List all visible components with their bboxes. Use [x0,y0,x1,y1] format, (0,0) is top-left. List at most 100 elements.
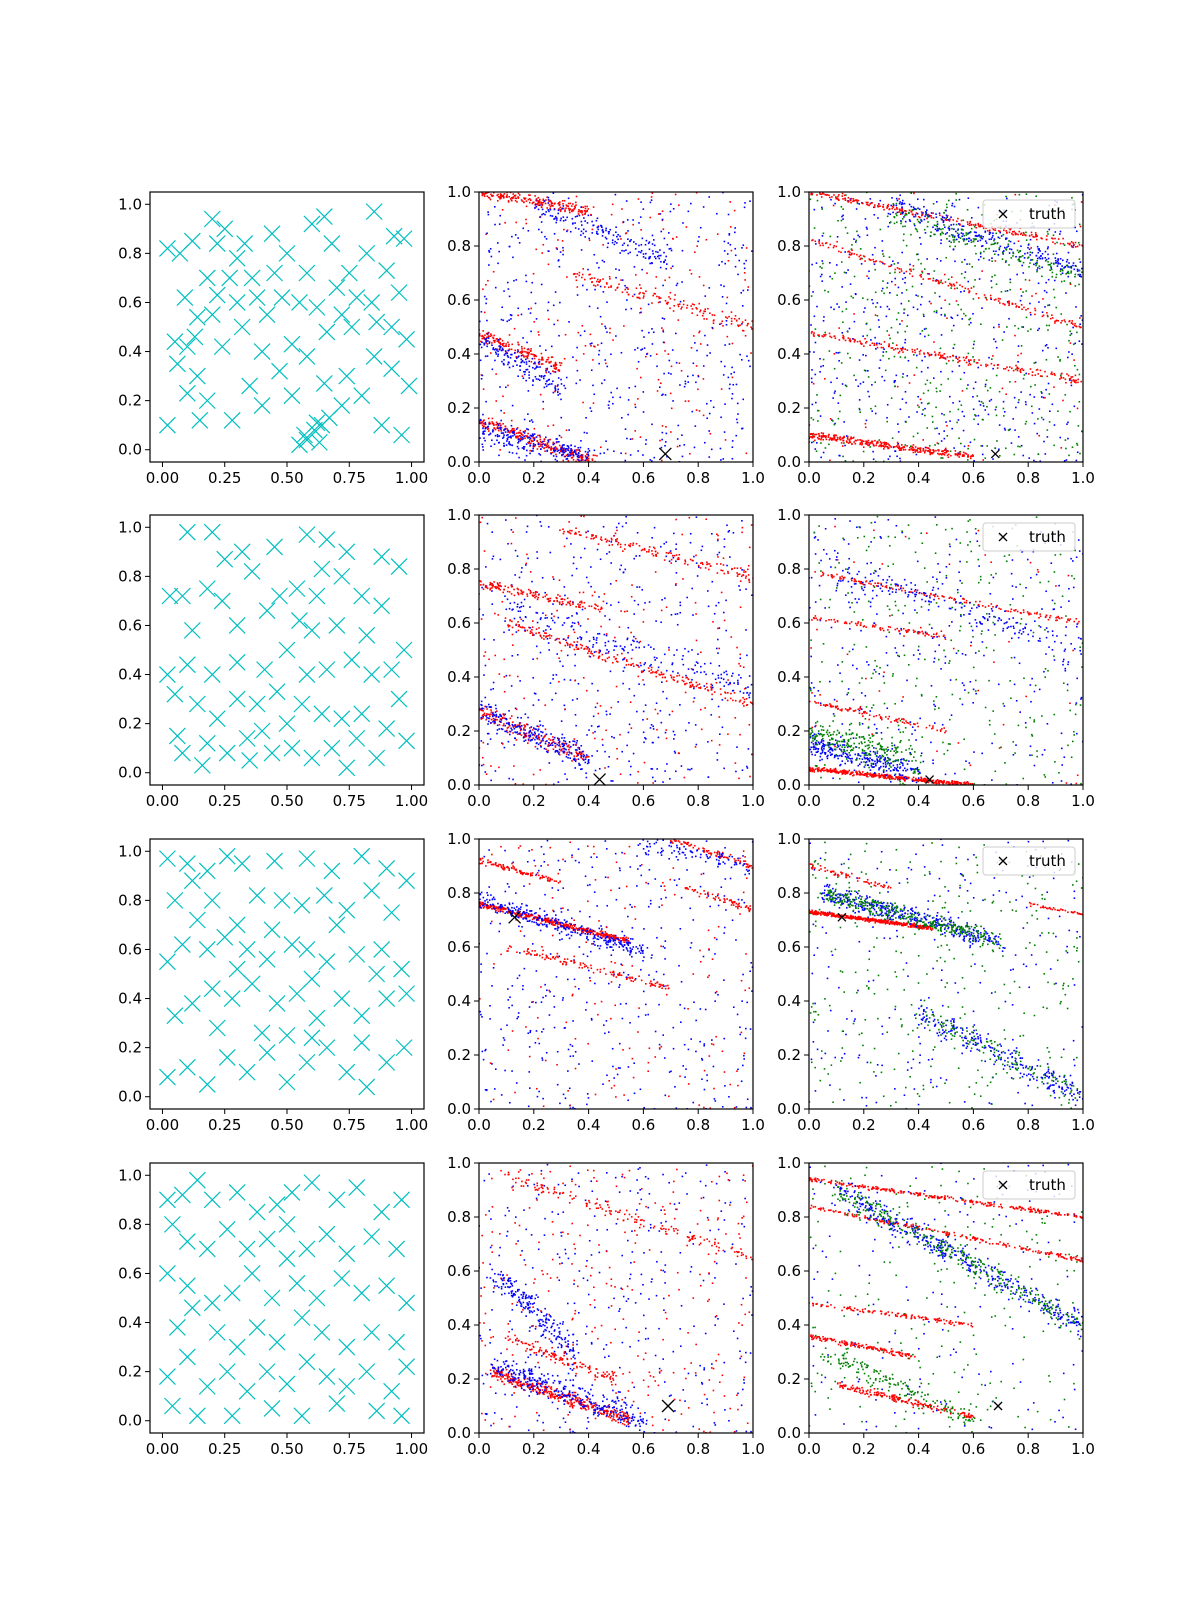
data-point [896,455,898,458]
data-point [839,410,841,413]
data-point [699,226,702,229]
legend-marker [998,209,1008,219]
data-point [900,203,903,206]
data-point [817,420,819,422]
data-point [620,564,623,567]
data-point [810,377,813,380]
data-point [499,345,502,348]
data-point [566,537,568,540]
data-point [1021,255,1024,257]
x-tick-label: 0.75 [333,792,366,810]
data-point [977,240,979,242]
data-point [535,365,538,368]
data-point [1066,323,1068,326]
data-point [986,389,989,392]
data-point [553,367,556,370]
data-point [734,227,736,229]
data-point [1042,314,1045,317]
data-point [870,407,872,410]
data-point [1065,260,1068,263]
data-point [1070,270,1073,273]
data-point [679,601,682,604]
data-point [506,429,509,431]
data-point [541,363,544,365]
data-point [592,402,595,404]
data-point [604,615,606,617]
data-point [517,435,520,438]
data-point-x [236,235,254,252]
data-point [1077,378,1079,381]
data-point [494,359,496,362]
data-point [482,388,485,390]
data-point [901,251,904,254]
data-point [810,295,813,297]
data-point [1074,273,1077,276]
data-point [547,202,550,204]
data-point [1063,460,1066,462]
data-point [746,765,748,768]
data-point-x [296,426,313,444]
data-point [1081,430,1083,433]
data-point [1037,282,1040,285]
data-point [905,213,908,216]
data-point [740,292,743,294]
data-point [676,649,678,651]
data-point [509,733,511,736]
data-point [686,307,688,309]
data-point [882,253,884,255]
data-point [945,203,948,206]
data-point [633,241,635,243]
data-point [543,377,545,380]
data-point [912,448,915,451]
data-point [503,442,505,445]
data-point [526,435,529,438]
data-point [852,436,855,439]
data-point [648,331,650,334]
data-point [593,345,595,348]
data-point [958,437,960,440]
data-point [512,429,515,432]
data-point [547,301,550,304]
data-point [922,198,925,201]
data-point [641,329,643,332]
data-point [823,333,825,336]
data-point [980,323,982,326]
data-point [1005,249,1008,251]
x-tick-label: 0.0 [797,469,821,487]
data-point [549,205,552,208]
data-point [555,453,557,456]
data-point [918,350,921,353]
data-point [930,231,932,234]
data-point [814,341,817,344]
data-point [523,356,525,358]
data-point [903,216,905,218]
data-point [1028,457,1031,459]
data-point [855,208,858,210]
data-point [627,293,630,296]
data-point [532,677,534,679]
data-point [650,768,653,770]
data-point [530,440,533,443]
data-point [1059,374,1062,377]
data-point [1008,304,1010,307]
data-point [726,524,728,527]
data-point [582,268,585,270]
data-point [572,453,575,455]
data-point [820,456,822,459]
data-point [503,359,505,361]
data-point [568,209,571,211]
data-point [901,208,904,211]
data-point-x [393,426,411,444]
data-point [1002,251,1004,254]
data-point [985,298,988,301]
data-point [949,218,951,220]
data-point [1041,257,1044,259]
data-point [1041,275,1043,278]
data-point [952,347,955,349]
data-point [872,450,874,453]
data-point [969,220,972,223]
data-point [583,330,586,333]
data-point [900,268,902,270]
data-point [681,455,684,458]
data-point [1073,380,1076,383]
